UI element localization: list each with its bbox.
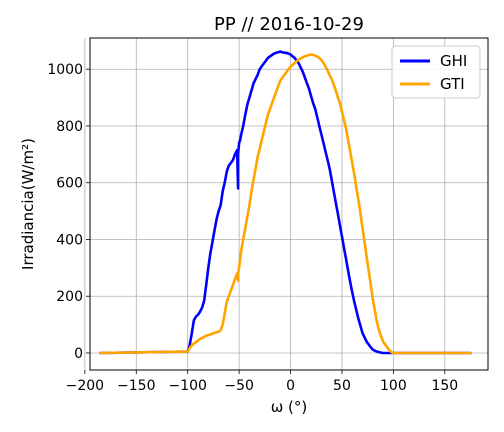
- x-tick-label: −200: [66, 378, 104, 394]
- x-tick-label: 100: [380, 378, 407, 394]
- legend-label-gti: GTI: [440, 75, 465, 93]
- x-tick-label: 0: [286, 378, 295, 394]
- y-axis-label: Irradiancia(W/m²): [19, 138, 37, 270]
- legend: GHI GTI: [391, 45, 481, 99]
- y-tick-label: 400: [56, 232, 83, 248]
- series-line-gti: [99, 53, 472, 355]
- y-tick-label: 1000: [47, 62, 83, 78]
- x-tick-label: 150: [431, 378, 458, 394]
- x-tick-label: −100: [168, 378, 206, 394]
- y-axis: 0 200 400 600 800 1000: [47, 62, 90, 362]
- x-axis-label: ω (°): [271, 398, 308, 416]
- x-tick-label: 50: [333, 378, 351, 394]
- chart-title: PP // 2016-10-29: [214, 14, 364, 35]
- x-axis: −200 −150 −100 −50 0 50 100 150: [66, 370, 458, 394]
- y-tick-label: 200: [56, 289, 83, 305]
- y-tick-label: 600: [56, 176, 83, 192]
- plot-frame: [89, 37, 489, 371]
- y-tick-label: 800: [56, 119, 83, 135]
- y-tick-label: 0: [74, 346, 83, 362]
- x-tick-label: −50: [224, 378, 254, 394]
- x-tick-label: −150: [117, 378, 155, 394]
- legend-label-ghi: GHI: [440, 52, 467, 70]
- series-group: [99, 50, 472, 355]
- series-line-ghi: [99, 50, 472, 355]
